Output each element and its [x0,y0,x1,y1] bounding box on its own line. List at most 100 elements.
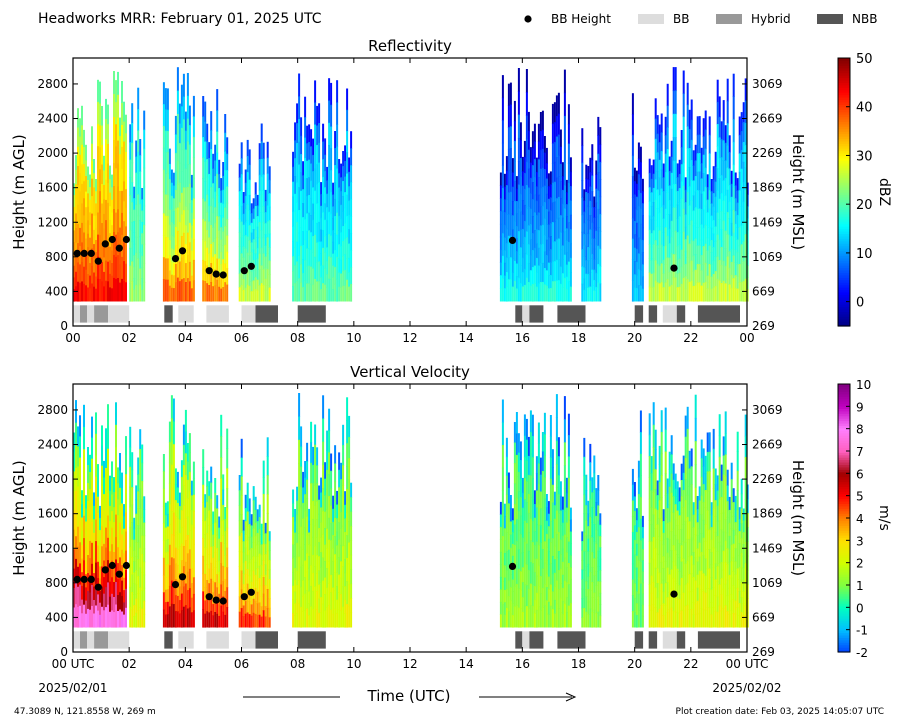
echo-cell [720,497,723,514]
echo-cell [176,580,179,597]
echo-cell [178,143,181,164]
echo-cell [694,191,697,208]
echo-cell [595,613,598,628]
echo-cell [95,203,97,217]
echo-cell [222,535,225,552]
echo-cell [252,249,255,261]
echo-cell [336,168,339,192]
bb-height-point [178,247,187,255]
echo-cell [656,152,659,172]
echo-cell [318,528,321,543]
echo-cell [499,211,502,225]
echo-cell [740,263,743,283]
echo-cell [202,178,205,200]
echo-cell [342,424,345,446]
echo-cell [567,163,570,184]
echo-cell [105,428,107,449]
echo-cell [648,434,651,457]
echo-cell [637,460,640,478]
echo-cell [73,432,75,453]
echo-cell [637,190,640,207]
echo-cell [210,530,213,548]
echo-cell [97,513,99,530]
echo-cell [256,237,259,249]
echo-cell [176,564,179,581]
echo-cell [143,587,146,602]
echo-cell [310,544,313,566]
echo-cell [728,251,731,269]
echo-cell [170,534,173,558]
echo-cell [730,222,733,237]
echo-cell [539,282,542,302]
echo-cell [732,278,735,302]
echo-cell [555,580,558,605]
echo-cell [563,534,566,559]
echo-cell [690,180,693,201]
echo-cell [527,244,530,264]
echo-cell [216,152,219,175]
echo-cell [166,501,169,515]
echo-cell [83,449,85,472]
echo-cell [186,608,189,628]
echo-cell [87,233,89,248]
echo-cell [736,548,739,569]
echo-cell [732,187,735,211]
echo-cell [509,148,512,171]
echo-cell [561,600,564,615]
echo-cell [318,513,321,529]
echo-cell [322,464,325,489]
echo-cell [541,490,544,511]
echo-cell [631,197,634,219]
colorbar-cell [838,410,850,414]
echo-cell [700,147,703,164]
echo-cell [686,560,689,584]
echo-cell [350,284,353,302]
echo-cell [226,567,229,588]
echo-cell [519,211,522,231]
echo-cell [340,528,343,546]
echo-cell [672,512,675,530]
echo-cell [164,173,167,196]
echo-cell [549,457,552,480]
echo-cell [174,547,177,565]
echo-cell [543,235,546,253]
echo-cell [499,275,502,289]
echo-cell [714,595,717,612]
echo-cell [541,568,544,589]
echo-cell [214,597,217,613]
echo-cell [308,177,311,196]
colorbar-cell [838,150,850,154]
legend-bb-swatch [638,14,664,24]
echo-cell [115,582,117,606]
echo-cell [184,111,187,132]
echo-cell [660,496,663,520]
echo-cell [674,473,677,490]
echo-cell [73,471,75,492]
echo-cell [694,160,697,177]
echo-cell [129,212,132,231]
echo-cell [172,288,175,302]
echo-cell [248,601,251,615]
echo-cell [668,185,671,201]
echo-cell [742,221,745,242]
echo-cell [137,194,140,217]
echo-cell [184,168,187,188]
colorbar-cell [838,471,850,475]
echo-cell [730,196,733,211]
echo-cell [637,577,640,595]
echo-cell [557,113,560,135]
echo-cell [105,119,107,140]
echo-cell [242,573,245,585]
echo-cell [668,214,671,230]
echo-cell [334,250,337,268]
echo-cell [304,527,307,545]
echo-segment [73,71,127,302]
echo-cell [583,589,586,609]
echo-cell [334,148,337,166]
echo-cell [545,573,548,588]
echo-cell [168,544,171,566]
echo-cell [631,563,634,581]
echo-cell [190,200,193,214]
echo-cell [135,485,138,501]
echo-cell [553,586,556,601]
